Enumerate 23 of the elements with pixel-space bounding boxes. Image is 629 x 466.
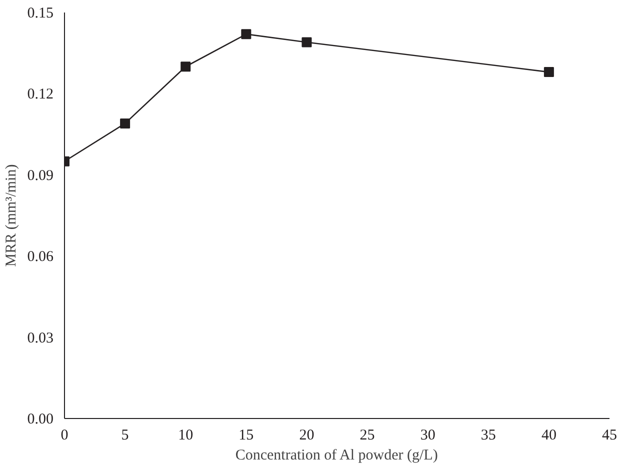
point — [180, 62, 191, 72]
x-tick-label: 5 — [121, 428, 129, 444]
x-tick-label: 30 — [420, 428, 436, 444]
y-tick-label: 0.09 — [27, 168, 54, 184]
x-tick-label: 0 — [60, 428, 68, 444]
point — [302, 37, 312, 48]
x-tick-label: 20 — [299, 428, 314, 444]
y-tick-label: 0.06 — [27, 249, 54, 266]
x-tick-label: 15 — [238, 428, 254, 444]
y-tick-label: 0.03 — [27, 330, 54, 346]
y-tick-label: 0.12 — [27, 86, 54, 103]
x-axis-title: Concentration of Al powder (g/L) — [235, 448, 438, 464]
x-tick-label: 10 — [178, 428, 194, 444]
y-tick-label: 0.00 — [27, 412, 54, 428]
x-tick-label: 35 — [480, 428, 496, 444]
y-axis-title: MRR (mm³/min) — [3, 164, 20, 267]
x-tick-label: 45 — [602, 428, 617, 444]
y-tick-label: 0.15 — [27, 6, 54, 22]
point — [120, 118, 130, 128]
x-tick-label: 40 — [541, 428, 556, 444]
point — [544, 67, 554, 78]
x-tick-label: 25 — [360, 428, 375, 444]
point — [241, 29, 252, 40]
